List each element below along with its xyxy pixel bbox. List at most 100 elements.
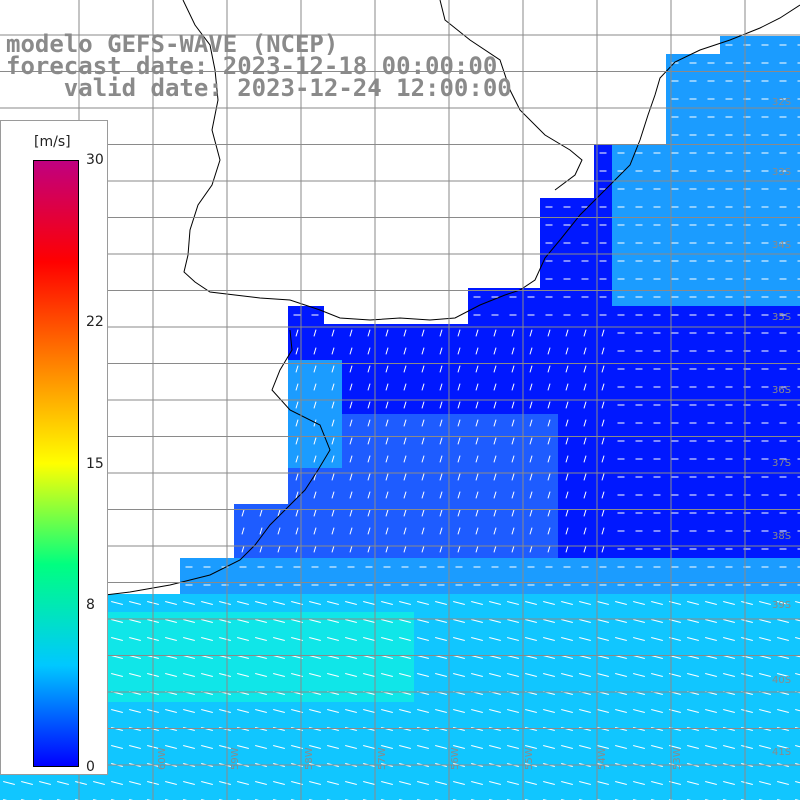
wave-arrow: [403, 347, 407, 355]
ocean-cell: [792, 216, 800, 234]
wave-arrow: [633, 637, 645, 641]
wave-arrow: [475, 347, 479, 355]
wave-arrow: [183, 781, 195, 785]
ocean-cell: [792, 468, 800, 486]
wave-arrow: [421, 509, 425, 517]
ocean-cell: [522, 792, 540, 800]
wave-arrow: [403, 329, 407, 337]
wave-arrow: [439, 419, 443, 427]
wave-arrow: [183, 619, 195, 623]
ocean-cell: [342, 792, 360, 800]
wave-arrow: [367, 383, 371, 391]
wave-arrow: [723, 619, 735, 623]
wave-arrow: [561, 655, 573, 659]
wave-arrow: [615, 655, 627, 659]
wave-arrow: [723, 601, 735, 605]
wave-arrow: [331, 545, 335, 553]
colorbar-tick-label: 15: [86, 455, 104, 472]
wave-arrow: [601, 473, 605, 481]
wave-arrow: [741, 709, 753, 713]
wave-arrow: [345, 745, 357, 749]
ocean-cell: [792, 342, 800, 360]
wave-arrow: [529, 419, 533, 427]
wave-arrow: [435, 781, 447, 785]
longitude-label: 57W: [377, 747, 388, 770]
wave-arrow: [687, 709, 699, 713]
wave-arrow: [525, 655, 537, 659]
wave-arrow: [435, 619, 447, 623]
wave-arrow: [345, 673, 357, 677]
wave-arrow: [345, 637, 357, 641]
wave-arrow: [237, 709, 249, 713]
wave-arrow: [295, 383, 299, 391]
wave-arrow: [363, 745, 375, 749]
wave-arrow: [759, 637, 771, 641]
wave-arrow: [741, 781, 753, 785]
wave-arrow: [741, 673, 753, 677]
wave-arrow: [597, 601, 609, 605]
wave-arrow: [399, 655, 411, 659]
wave-arrow: [651, 601, 663, 605]
wave-arrow: [349, 491, 353, 499]
wave-arrow: [601, 419, 605, 427]
wave-arrow: [525, 601, 537, 605]
wave-arrow: [547, 527, 551, 535]
wave-arrow: [295, 329, 299, 337]
longitude-label: 55W: [524, 747, 535, 770]
wave-arrow: [453, 619, 465, 623]
wave-arrow: [183, 655, 195, 659]
wave-arrow: [547, 347, 551, 355]
ocean-cell: [792, 486, 800, 504]
wave-arrow: [529, 437, 533, 445]
wave-arrow: [489, 673, 501, 677]
ocean-cell: [792, 108, 800, 126]
ocean-cell: [450, 792, 468, 800]
wave-arrow: [381, 601, 393, 605]
wave-arrow: [129, 673, 141, 677]
ocean-cell: [576, 792, 594, 800]
ocean-cell: [792, 306, 800, 324]
wave-arrow: [385, 455, 389, 463]
wave-arrow: [453, 673, 465, 677]
wave-arrow: [507, 709, 519, 713]
ocean-cell: [774, 792, 792, 800]
ocean-cell: [720, 792, 738, 800]
wave-arrow: [219, 601, 231, 605]
wave-arrow: [385, 383, 389, 391]
wave-arrow: [367, 527, 371, 535]
wave-arrow: [313, 527, 317, 535]
wave-arrow: [367, 509, 371, 517]
colorbar-tick-label: 22: [86, 313, 104, 330]
ocean-cell: [792, 648, 800, 666]
wave-arrow: [741, 601, 753, 605]
wave-arrow: [309, 601, 321, 605]
wave-arrow: [295, 347, 299, 355]
wave-arrow: [129, 655, 141, 659]
wave-arrow: [349, 383, 353, 391]
wave-arrow: [295, 455, 299, 463]
forecast-date: forecast date: 2023-12-18 00:00:00: [6, 52, 498, 80]
wave-arrow: [795, 655, 800, 658]
ocean-cell: [792, 144, 800, 162]
coastline: [182, 0, 800, 321]
wave-arrow: [547, 455, 551, 463]
wave-arrow: [475, 365, 479, 373]
wave-arrow: [795, 781, 800, 784]
wave-arrow: [795, 673, 800, 676]
wave-arrow: [381, 619, 393, 623]
wave-arrow: [475, 437, 479, 445]
wave-arrow: [529, 347, 533, 355]
wave-arrow: [309, 619, 321, 623]
wave-arrow: [435, 709, 447, 713]
wave-arrow: [327, 637, 339, 641]
wave-arrow: [579, 637, 591, 641]
wave-arrow: [529, 527, 533, 535]
wave-arrow: [345, 619, 357, 623]
wave-arrow: [349, 473, 353, 481]
wave-arrow: [237, 601, 249, 605]
wave-arrow: [493, 383, 497, 391]
wave-arrow: [565, 437, 569, 445]
wave-arrow: [201, 655, 213, 659]
wave-arrow: [507, 781, 519, 785]
wave-arrow: [471, 781, 483, 785]
